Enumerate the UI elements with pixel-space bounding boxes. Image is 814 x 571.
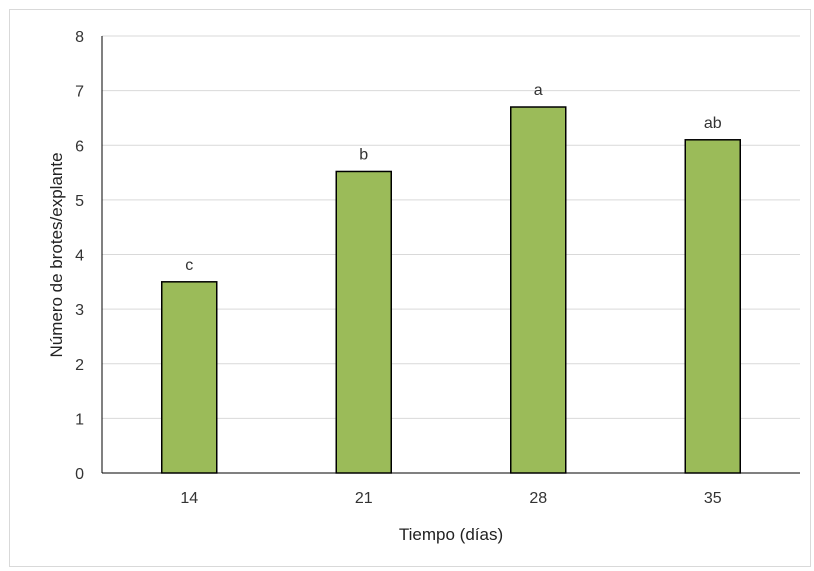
y-axis-title: Número de brotes/explante [47, 152, 66, 357]
data-labels: c b a ab [185, 82, 722, 274]
bar-28 [510, 106, 567, 474]
y-tick-label: 7 [75, 84, 84, 101]
axes [101, 36, 800, 474]
bar-21 [335, 170, 392, 474]
bars [161, 106, 741, 474]
y-tick-label: 4 [75, 248, 84, 265]
data-label: a [534, 82, 543, 99]
y-tick-labels: 0 1 2 3 4 5 6 7 8 [75, 29, 84, 483]
y-tick-label: 5 [75, 193, 84, 210]
chart-frame [9, 9, 811, 567]
x-tick-label: 21 [355, 490, 373, 507]
data-label: b [359, 146, 368, 163]
x-tick-labels: 14 21 28 35 [180, 490, 721, 507]
data-label: ab [704, 115, 722, 132]
y-tick-label: 3 [75, 302, 84, 319]
gridlines [102, 35, 800, 419]
y-tick-label: 2 [75, 357, 84, 374]
y-tick-label: 1 [75, 411, 84, 428]
bar-35 [684, 139, 741, 474]
y-tick-label: 0 [75, 466, 84, 483]
x-tick-label: 14 [180, 490, 198, 507]
x-tick-label: 35 [704, 490, 722, 507]
data-label: c [185, 257, 193, 274]
bar-14 [161, 281, 218, 474]
y-tick-label: 8 [75, 29, 84, 46]
x-axis-title: Tiempo (días) [399, 525, 503, 544]
x-tick-label: 28 [529, 490, 547, 507]
y-tick-label: 6 [75, 138, 84, 155]
